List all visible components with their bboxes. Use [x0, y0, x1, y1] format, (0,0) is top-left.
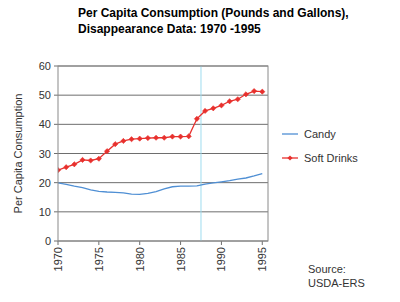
x-tick — [139, 241, 140, 245]
marker — [235, 97, 240, 102]
legend-label: Soft Drinks — [304, 152, 358, 164]
y-tick — [54, 211, 58, 212]
marker — [243, 92, 248, 97]
y-tick-label: 50 — [39, 89, 51, 101]
marker — [219, 103, 224, 108]
series-line — [58, 174, 262, 195]
marker — [186, 134, 191, 139]
marker — [72, 162, 77, 167]
grid-line — [58, 182, 268, 183]
plot-frame — [58, 66, 268, 241]
legend-swatch — [282, 133, 298, 134]
y-tick-label: 10 — [39, 206, 51, 218]
marker — [137, 136, 142, 141]
y-tick — [54, 153, 58, 154]
y-tick — [54, 66, 58, 67]
marker — [170, 134, 175, 139]
y-tick — [54, 241, 58, 242]
x-tick — [221, 241, 222, 245]
marker — [145, 135, 150, 140]
reference-line — [200, 66, 201, 241]
source-note: Source: — [308, 263, 346, 275]
marker — [121, 138, 126, 143]
x-tick-label: 1990 — [215, 247, 227, 271]
grid-line — [58, 124, 268, 125]
grid-line — [58, 211, 268, 212]
marker — [162, 135, 167, 140]
marker — [178, 134, 183, 139]
series-line — [58, 91, 262, 170]
marker — [96, 156, 101, 161]
x-tick — [180, 241, 181, 245]
grid-line — [58, 153, 268, 154]
marker — [129, 137, 134, 142]
subtitle: Disappearance Data: 1970 -1995 — [78, 22, 261, 36]
legend-label: Candy — [304, 128, 336, 140]
x-tick — [98, 241, 99, 245]
marker — [113, 142, 118, 147]
marker — [227, 99, 232, 104]
chart: Per Capita Consumption (Pounds and Gallo… — [0, 0, 400, 302]
marker — [260, 89, 265, 94]
x-tick-label: 1985 — [175, 247, 187, 271]
y-tick-label: 40 — [39, 118, 51, 130]
title: Per Capita Consumption (Pounds and Gallo… — [78, 6, 349, 20]
marker — [194, 116, 199, 121]
marker — [153, 135, 158, 140]
y-axis-label: Per Capita Consumption — [12, 94, 24, 214]
plot-area — [58, 66, 268, 241]
x-tick-label: 1980 — [134, 247, 146, 271]
marker — [104, 149, 109, 154]
y-tick-label: 30 — [39, 148, 51, 160]
plot-marks — [58, 66, 265, 241]
y-tick-label: 20 — [39, 177, 51, 189]
x-tick-label: 1970 — [52, 247, 64, 271]
x-tick — [262, 241, 263, 245]
source-note: USDA-ERS — [308, 277, 365, 289]
x-tick-label: 1975 — [93, 247, 105, 271]
marker — [252, 88, 257, 93]
y-tick — [54, 95, 58, 96]
y-tick — [54, 182, 58, 183]
marker — [211, 106, 216, 111]
marker — [64, 165, 69, 170]
x-tick-label: 1995 — [256, 247, 268, 271]
legend: Candy Soft Drinks — [282, 128, 358, 164]
y-tick-label: 60 — [39, 60, 51, 72]
marker — [88, 158, 93, 163]
x-tick — [58, 241, 59, 245]
legend-marker — [287, 155, 292, 160]
marker — [202, 108, 207, 113]
marker — [80, 157, 85, 162]
grid-line — [58, 95, 268, 96]
y-tick-label: 0 — [45, 235, 51, 247]
y-tick — [54, 124, 58, 125]
